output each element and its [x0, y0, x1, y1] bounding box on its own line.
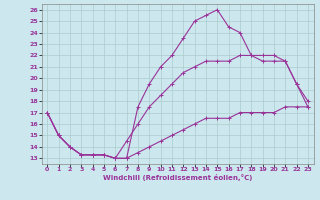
X-axis label: Windchill (Refroidissement éolien,°C): Windchill (Refroidissement éolien,°C) [103, 174, 252, 181]
